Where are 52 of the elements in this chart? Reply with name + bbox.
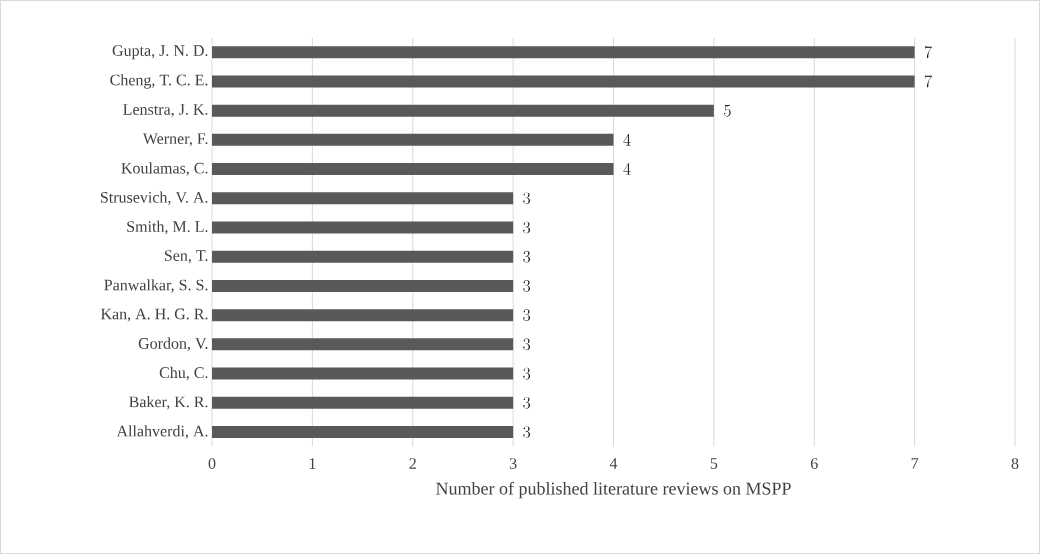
x-tick-label: 7 [911, 458, 919, 469]
x-tick-label: 6 [810, 458, 818, 469]
data-label: 7 [924, 46, 932, 59]
bar [212, 133, 614, 146]
data-label: 3 [523, 396, 530, 409]
data-label: 5 [724, 104, 731, 117]
y-tick-label: Gupta, J. N. D. [112, 45, 208, 60]
y-tick-label: Kan, A. H. G. R. [100, 308, 208, 322]
data-label: 4 [623, 163, 631, 175]
data-label: 3 [523, 338, 530, 351]
bar [212, 279, 514, 292]
y-tick-label: Smith, M. L. [127, 220, 208, 235]
x-tick-label: 5 [710, 458, 718, 469]
y-tick-label: Allahverdi, A. [116, 425, 208, 439]
y-tick-label: Cheng, T. C. E. [110, 74, 208, 89]
data-label: 3 [523, 309, 530, 321]
x-tick-label: 2 [409, 458, 416, 469]
x-tick-label: 4 [609, 458, 618, 469]
x-tick-label: 8 [1011, 458, 1019, 469]
bar [212, 426, 514, 438]
bar [212, 309, 514, 322]
y-tick-label: Lenstra, J. K. [123, 104, 208, 118]
data-label: 7 [924, 75, 932, 88]
y-tick-label: Sen, T. [164, 250, 208, 264]
y-tick-label: Werner, F. [142, 133, 208, 147]
y-tick-label: Panwalkar, S. S. [104, 279, 208, 293]
data-label: 3 [523, 221, 530, 234]
data-label: 3 [523, 426, 530, 438]
bar [212, 396, 514, 409]
y-tick-label: Strusevich, V. A. [100, 191, 208, 206]
x-tick-label: 1 [309, 458, 316, 469]
data-label: 4 [623, 133, 631, 146]
x-tick-label: 0 [208, 458, 216, 469]
bar [212, 163, 614, 176]
bar [212, 46, 915, 59]
x-axis-title: Number of published literature reviews on MSPP [436, 481, 791, 499]
y-tick-label: Baker, K. R. [129, 396, 208, 410]
data-label: 3 [523, 280, 530, 292]
y-tick-label: Gordon, V. [138, 337, 208, 352]
bar [212, 75, 915, 88]
data-label: 3 [523, 367, 530, 380]
y-tick-label: Chu, C. [159, 366, 208, 381]
bar [212, 104, 714, 117]
x-tick-label: 3 [509, 458, 517, 469]
bar [212, 338, 514, 351]
bar [212, 367, 514, 380]
bar [212, 221, 514, 234]
data-label: 3 [523, 250, 530, 263]
data-label: 3 [523, 192, 530, 205]
bar [212, 250, 514, 263]
y-tick-label: Koulamas, C. [121, 162, 208, 176]
bar [212, 192, 514, 205]
